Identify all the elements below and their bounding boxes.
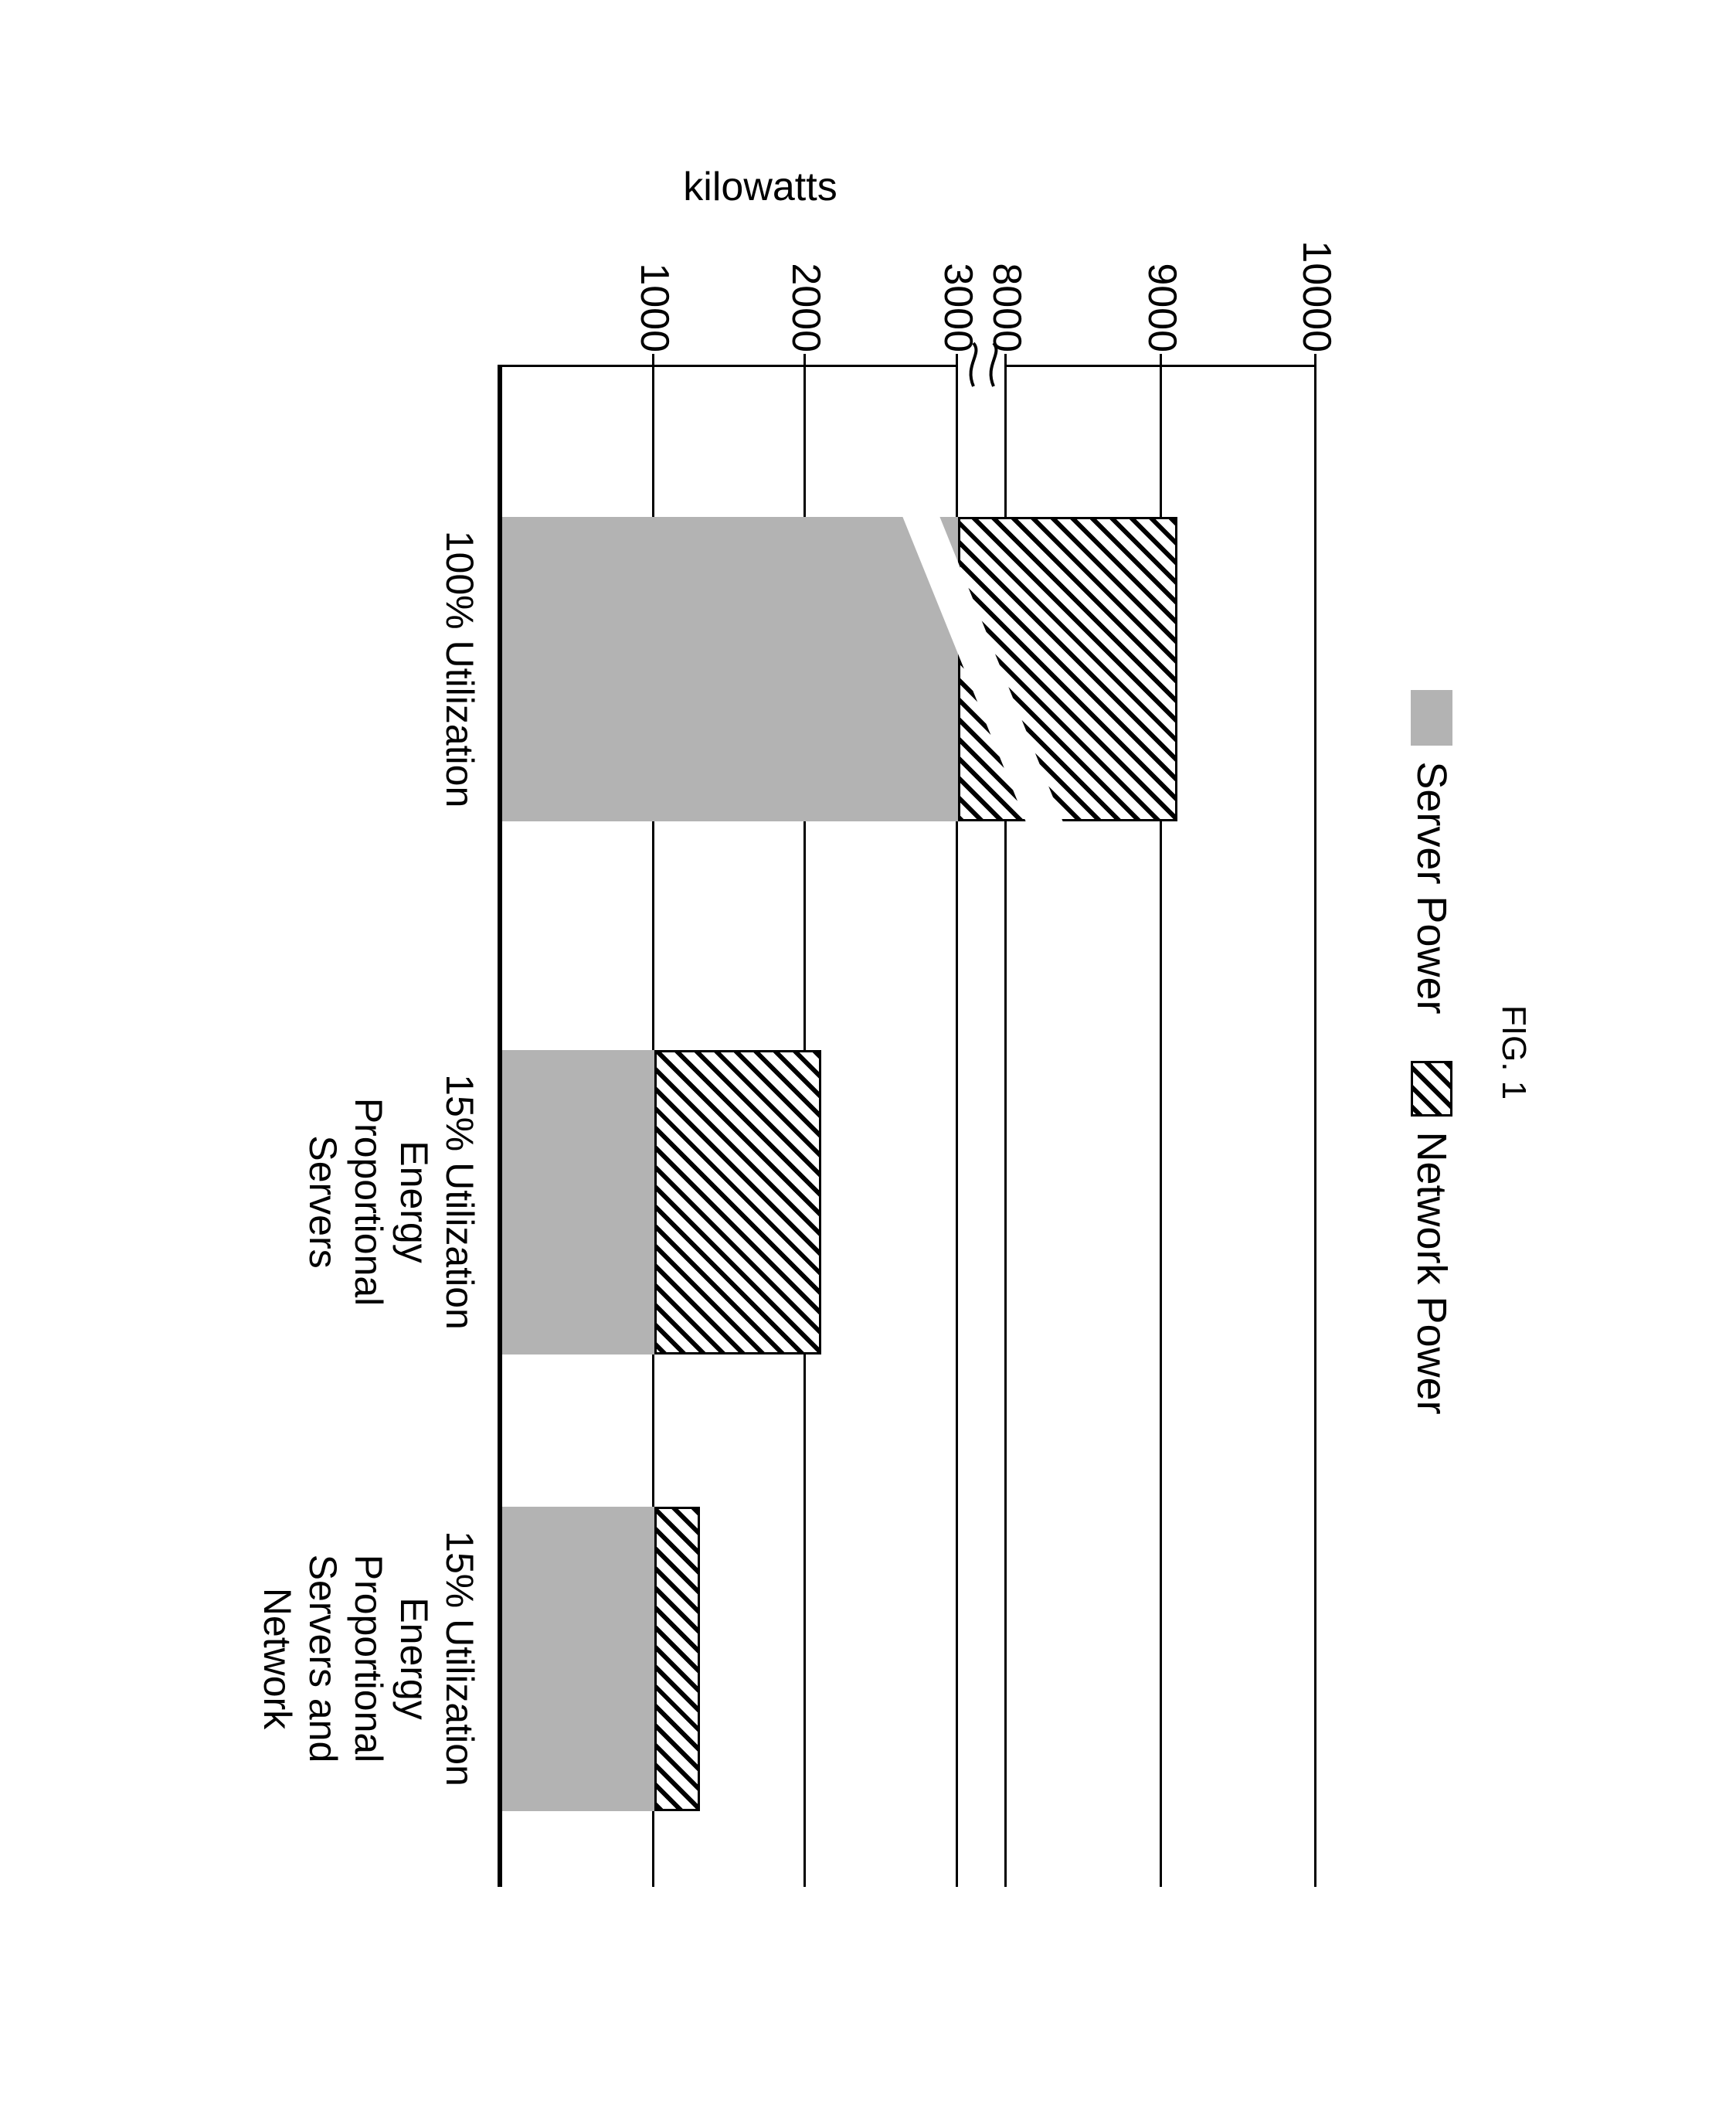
bar-segment-server [502,517,958,821]
legend: Server Power Network Power [1408,125,1456,1980]
y-tick-mark [803,354,806,365]
plot-region: 1000200030008000900010000 [498,365,1316,1887]
category-label: 100% Utilization [437,507,482,831]
y-tick-label: 3000 [935,263,981,352]
chart-area: kilowatts 1000200030008000900010000 100%… [173,125,1347,1980]
y-axis-label: kilowatts [683,164,837,210]
y-tick-label: 10000 [1293,240,1340,352]
legend-swatch-network [1411,1060,1452,1116]
bar-segment-server [502,1506,654,1810]
y-tick-mark [1004,354,1007,365]
y-tick-label: 8000 [984,263,1030,352]
bar-group [502,517,1177,821]
y-axis-lower-segment [502,365,958,367]
y-tick-mark [651,354,654,365]
bar-segment-network [654,1049,820,1354]
figure-title: FIG. 1 [1494,125,1533,1980]
y-tick-label: 9000 [1138,263,1184,352]
figure-rotated-container: FIG. 1 Server Power Network Power kilowa… [173,125,1564,1980]
gridline [1314,365,1316,1887]
bar-group [502,1049,821,1354]
y-axis-upper-segment [1007,365,1316,367]
bar-segment-server [502,1049,654,1354]
y-tick-mark [1314,354,1316,365]
legend-item-network: Network Power [1408,1060,1456,1414]
legend-label-server: Server Power [1408,761,1456,1014]
legend-label-network: Network Power [1408,1131,1456,1414]
bar-group [502,1506,700,1810]
y-tick-label: 2000 [783,263,829,352]
category-label: 15% Utilization Energy Proportional Serv… [254,1496,482,1820]
category-label: 15% Utilization Energy Proportional Serv… [300,1039,482,1364]
axis-break-icon [960,342,1004,388]
y-tick-mark [956,354,958,365]
y-tick-mark [1159,354,1161,365]
y-tick-label: 1000 [630,263,677,352]
legend-swatch-server [1411,690,1452,746]
legend-item-server: Server Power [1408,690,1456,1014]
bar-segment-network [654,1506,699,1810]
